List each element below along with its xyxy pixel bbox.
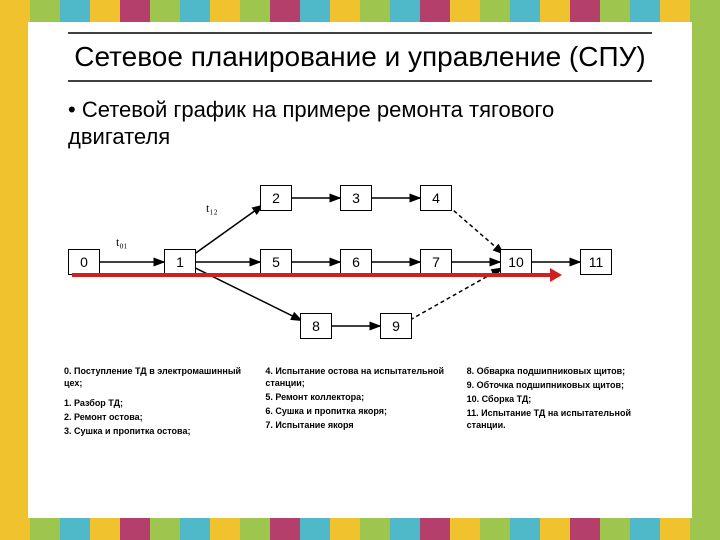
slide-frame: Сетевое планирование и управление (СПУ) …: [0, 0, 720, 540]
legend-item: 5. Ремонт коллектора;: [265, 391, 454, 403]
legend-item: 4. Испытание остова на испытательной ста…: [265, 365, 454, 389]
legend-item: 3. Сушка и пропитка остова;: [64, 425, 253, 437]
subtitle: Сетевой график на примере ремонта тягово…: [68, 96, 652, 151]
node-9: 9: [380, 313, 412, 339]
network-diagram: 0 1 2 3 4 5 6 7 8 9 10 11 t₁₂ t₀₁: [68, 157, 652, 357]
node-11: 11: [580, 249, 612, 275]
legend-col-1: 0. Поступление ТД в электромашинный цех;…: [64, 365, 253, 440]
node-5: 5: [260, 249, 292, 275]
legend-item: 9. Обточка подшипниковых щитов;: [467, 379, 656, 391]
legend-item: 0. Поступление ТД в электромашинный цех;: [64, 365, 253, 389]
legend-item: 6. Сушка и пропитка якоря;: [265, 405, 454, 417]
legend-col-3: 8. Обварка подшипниковых щитов; 9. Обточк…: [467, 365, 656, 440]
legend-col-2: 4. Испытание остова на испытательной ста…: [265, 365, 454, 440]
critical-path-arrow: [72, 273, 552, 277]
node-0: 0: [68, 249, 100, 275]
content-area: Сетевое планирование и управление (СПУ) …: [28, 22, 692, 518]
node-1: 1: [164, 249, 196, 275]
legend: 0. Поступление ТД в электромашинный цех;…: [64, 365, 656, 440]
node-4: 4: [420, 185, 452, 211]
legend-item: 11. Испытание ТД на испытательной станци…: [467, 407, 656, 431]
node-7: 7: [420, 249, 452, 275]
edge-label: t₀₁: [116, 235, 128, 250]
legend-item: 7. Испытание якоря: [265, 419, 454, 431]
legend-item: 8. Обварка подшипниковых щитов;: [467, 365, 656, 377]
legend-item: 10. Сборка ТД;: [467, 393, 656, 405]
page-title: Сетевое планирование и управление (СПУ): [68, 40, 652, 74]
node-10: 10: [500, 249, 532, 275]
node-8: 8: [300, 313, 332, 339]
node-2: 2: [260, 185, 292, 211]
node-3: 3: [340, 185, 372, 211]
edge-label: t₁₂: [206, 201, 218, 216]
title-block: Сетевое планирование и управление (СПУ): [68, 32, 652, 82]
legend-item: 1. Разбор ТД;: [64, 397, 253, 409]
node-6: 6: [340, 249, 372, 275]
legend-item: 2. Ремонт остова;: [64, 411, 253, 423]
